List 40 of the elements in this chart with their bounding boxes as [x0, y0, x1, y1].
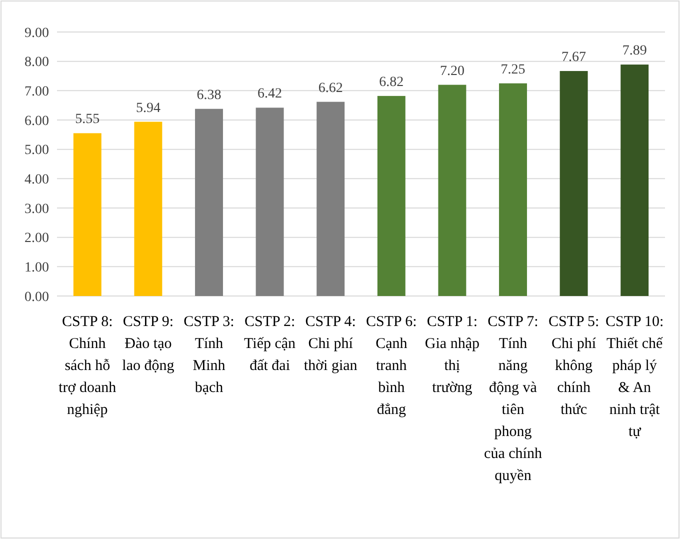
- x-tick-label: CSTP 3: Tính Minh bạch: [184, 314, 234, 396]
- x-tick-label: CSTP 8: Chính sách hỗ trợ doanh nghiệp: [58, 314, 117, 418]
- y-tick-label: 2.00: [24, 231, 49, 246]
- y-tick-label: 9.00: [24, 26, 49, 41]
- x-tick-label: CSTP 5: Chi phí không chính thức: [548, 314, 600, 418]
- y-tick-label: 7.00: [24, 84, 49, 100]
- bar: [316, 102, 345, 296]
- x-tick-label: CSTP 10: Thiết chế pháp lý & An ninh trật tự: [605, 314, 664, 440]
- y-tick-label: 3.00: [24, 202, 49, 217]
- data-label: 6.42: [258, 86, 282, 102]
- bar: [73, 133, 102, 296]
- x-tick-label: CSTP 2: Tiếp cận đất đai: [244, 314, 296, 374]
- bar: [377, 96, 406, 296]
- y-tick-label: 8.00: [24, 55, 49, 70]
- bar: [620, 64, 649, 296]
- x-tick-label: CSTP 7: Tính năng động và tiên phong của chính quyền: [484, 314, 542, 484]
- bar: [195, 108, 223, 296]
- y-tick-label: 6.00: [24, 114, 49, 129]
- data-label: 6.38: [196, 88, 222, 103]
- x-tick-label: CSTP 4: Chi phí thời gian: [304, 314, 358, 374]
- data-label: 7.20: [440, 64, 464, 79]
- bar: [438, 84, 466, 296]
- data-label: 5.55: [75, 112, 100, 128]
- y-tick-label: 4.00: [24, 172, 49, 188]
- bar: [256, 108, 284, 296]
- data-label: 7.25: [500, 62, 526, 78]
- data-label: 6.62: [318, 80, 343, 96]
- bar: [499, 83, 527, 296]
- y-tick-label: 1.00: [24, 260, 49, 276]
- data-label: 5.94: [136, 100, 160, 116]
- x-tick-label: CSTP 1: Gia nhập thị trường: [424, 314, 480, 396]
- y-tick-label: 5.00: [24, 143, 49, 158]
- x-tick-label: CSTP 9: Đào tạo lao động: [122, 314, 175, 374]
- data-label: 6.82: [379, 74, 404, 90]
- bar: [134, 122, 162, 296]
- y-tick-label: 0.00: [24, 290, 49, 305]
- data-label: 7.67: [562, 50, 586, 66]
- data-label: 7.89: [622, 44, 647, 59]
- x-tick-label: CSTP 6: Cạnh tranh bình đẳng: [366, 314, 417, 418]
- bar: [560, 71, 588, 296]
